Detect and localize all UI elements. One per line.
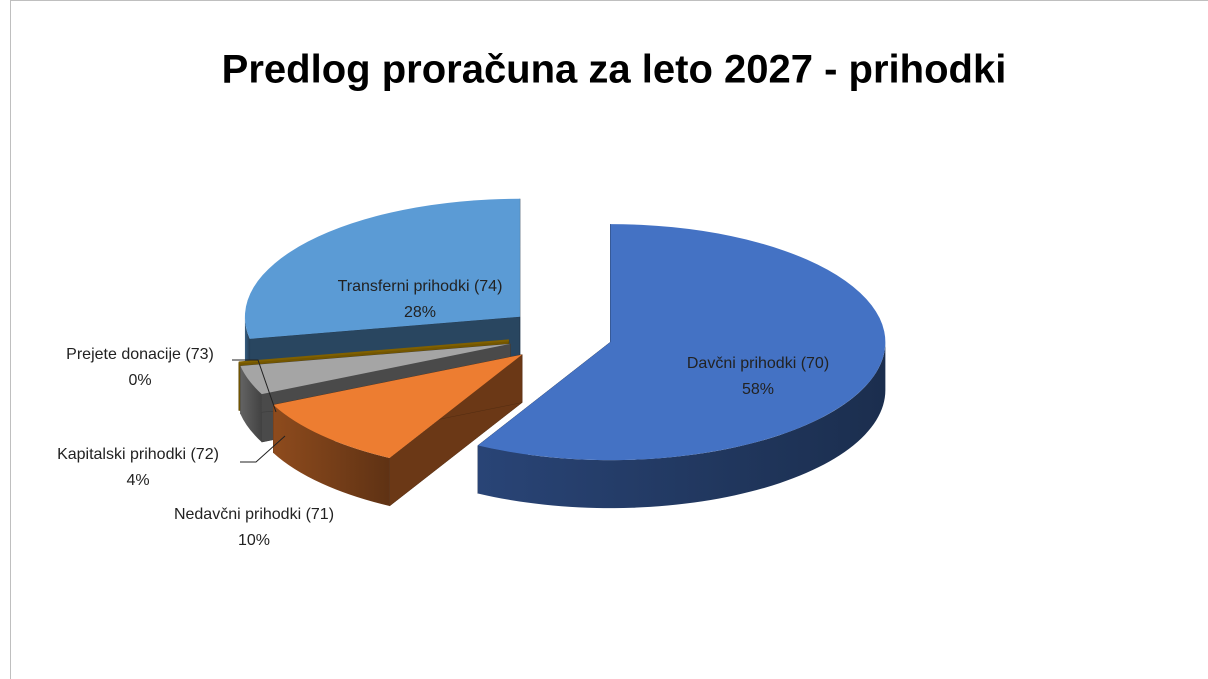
slice — [240, 343, 511, 395]
slice — [244, 198, 520, 339]
slice-group — [273, 354, 523, 507]
data-label-value: 58% — [742, 381, 774, 398]
leader-line — [240, 435, 286, 463]
slice-group — [477, 224, 886, 509]
data-label-name: Davčni prihodki (70) — [687, 355, 829, 372]
data-label-name: Transferni prihodki (74) — [338, 278, 503, 295]
leader-line — [232, 359, 277, 413]
data-label-name: Prejete donacije (73) — [66, 346, 214, 363]
data-label-value: 4% — [126, 472, 149, 489]
data-label-name: Kapitalski prihodki (72) — [57, 446, 219, 463]
slice-side — [273, 404, 390, 506]
slice — [477, 224, 886, 461]
data-label-value: 10% — [238, 532, 270, 549]
slice-side — [477, 342, 886, 509]
data-label-value: 28% — [404, 304, 436, 321]
data-label-name: Nedavčni prihodki (71) — [174, 506, 334, 523]
slice — [273, 354, 523, 458]
chart-frame — [10, 0, 1208, 679]
chart-title: Predlog proračuna za leto 2027 - prihodk… — [222, 48, 1007, 92]
data-label-value: 0% — [128, 372, 151, 389]
slice-side — [240, 365, 262, 443]
